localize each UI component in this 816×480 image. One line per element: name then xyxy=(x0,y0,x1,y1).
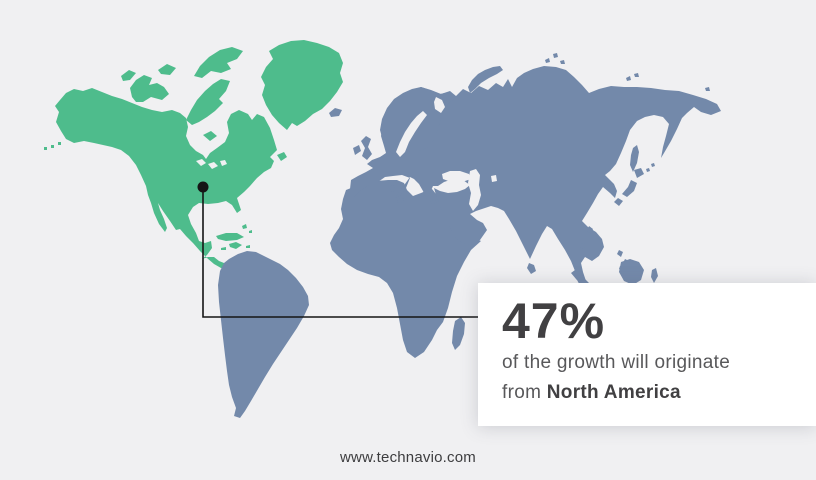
map-island-honshu xyxy=(622,180,637,197)
map-island-baffin xyxy=(186,79,230,125)
region-name: North America xyxy=(546,382,681,403)
map-island-new-siberian xyxy=(626,73,710,91)
stat-value: 47% xyxy=(502,293,606,349)
map-island-puerto-rico xyxy=(246,245,250,248)
map-island-sakhalin xyxy=(630,145,639,172)
map-island-sardinia xyxy=(390,185,395,192)
map-island-cuba xyxy=(216,233,244,241)
map-island-severnaya-zemlya xyxy=(545,53,565,64)
map-region-north-america-mainland xyxy=(55,88,277,268)
map-island-bahamas xyxy=(242,224,252,233)
stat-description-line1: of the growth will originate xyxy=(502,352,731,373)
map-island-hokkaido xyxy=(634,168,644,178)
map-island-iceland xyxy=(329,108,342,117)
water-baltic-sea xyxy=(396,111,427,157)
map-island-sicily xyxy=(397,198,404,203)
water-white-sea xyxy=(434,97,445,113)
map-island-ellesmere xyxy=(194,47,243,78)
map-island-sri-lanka xyxy=(527,263,536,274)
water-great-lakes xyxy=(196,159,227,169)
map-island-sulawesi xyxy=(651,268,658,283)
map-island-banks xyxy=(158,64,176,75)
map-region-greenland xyxy=(261,40,343,130)
location-marker-dot xyxy=(197,181,209,193)
map-island-arctic-west xyxy=(121,70,136,81)
stat-description-line2: from North America xyxy=(502,378,806,408)
map-island-jamaica xyxy=(221,247,226,250)
map-region-africa xyxy=(330,180,481,358)
map-island-hainan xyxy=(579,243,586,249)
map-region-eurasia xyxy=(350,66,721,290)
map-island-madagascar xyxy=(452,317,465,350)
website-link[interactable]: www.technavio.com xyxy=(340,449,476,466)
water-aral-sea xyxy=(491,175,497,182)
map-island-kyushu xyxy=(614,198,623,206)
map-water-overlays xyxy=(196,97,497,211)
map-island-novaya-zemlya xyxy=(468,66,503,93)
map-island-borneo xyxy=(619,259,644,285)
map-island-victoria xyxy=(130,75,169,102)
map-island-ireland xyxy=(353,145,361,155)
map-island-kurils xyxy=(646,163,655,172)
map-island-hispaniola xyxy=(229,242,242,249)
map-region-denmark xyxy=(392,144,398,155)
water-black-sea xyxy=(442,171,471,182)
map-island-aleutians xyxy=(44,142,61,150)
map-island-crete xyxy=(430,200,437,204)
map-island-philippines xyxy=(617,250,629,271)
callout-connector-line xyxy=(202,190,480,318)
map-region-north-america-group xyxy=(44,40,343,268)
map-island-newfoundland xyxy=(277,152,287,161)
callout-card: 47% of the growth will originate from No… xyxy=(478,283,816,426)
map-island-great-britain xyxy=(361,136,372,160)
map-island-taiwan xyxy=(587,226,593,234)
map-island-southampton xyxy=(203,131,217,141)
water-caspian-sea xyxy=(468,169,481,211)
stat-description-prefix: from xyxy=(502,382,547,403)
map-region-south-america xyxy=(218,251,309,418)
